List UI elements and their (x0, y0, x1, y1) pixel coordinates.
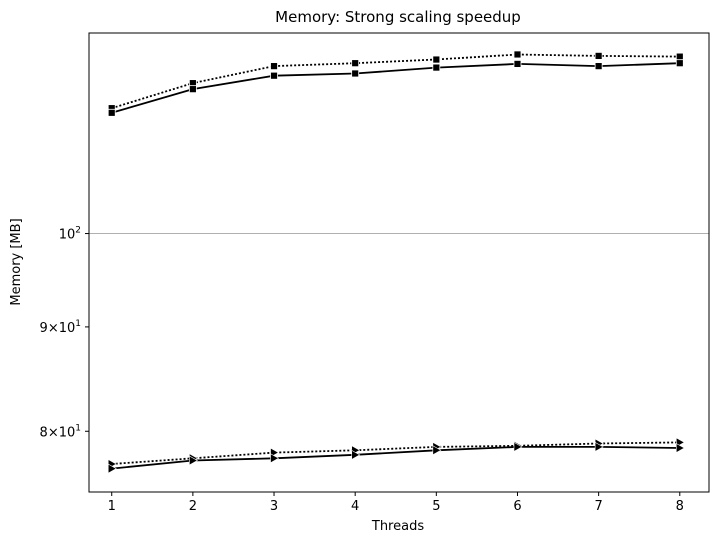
series-line-4 (111, 446, 680, 470)
plot-frame (88, 32, 710, 493)
data-point-triangle (270, 453, 280, 464)
x-axis-label: Threads (371, 519, 424, 534)
data-point-square (351, 69, 360, 78)
data-point-square (675, 52, 684, 61)
data-point-square (107, 108, 116, 117)
data-point-triangle (432, 445, 442, 456)
data-point-square (675, 59, 684, 68)
data-point-square (594, 62, 603, 71)
data-point-square (188, 85, 197, 94)
data-point-square (270, 71, 278, 80)
x-tick-label: 4 (351, 499, 359, 514)
series-line-2 (111, 62, 680, 114)
data-point-triangle (189, 455, 198, 466)
y-tick-label: 9×101 (40, 319, 81, 336)
data-point-square (594, 52, 603, 60)
series-line-3 (111, 441, 680, 465)
data-point-triangle (351, 449, 361, 460)
data-point-square (432, 63, 441, 72)
chart-title: Memory: Strong scaling speedup (275, 8, 521, 26)
x-tick-label: 8 (676, 499, 684, 514)
data-point-triangle (107, 463, 117, 474)
data-point-triangle (513, 441, 523, 452)
y-axis-label: Memory [MB] (9, 218, 24, 305)
axes: 1 2 3 4 5 6 7 8 8×101 9×101 102 (40, 32, 710, 514)
data-point-triangle (594, 441, 604, 452)
x-tick-label: 1 (108, 499, 116, 514)
y-tick-label: 8×101 (40, 423, 81, 440)
x-tick-label: 2 (189, 499, 197, 514)
data-point-square (513, 50, 522, 59)
y-tick-label: 102 (59, 226, 81, 243)
data-point-square (270, 62, 278, 71)
series-group (107, 50, 685, 474)
x-tick-label: 6 (513, 499, 521, 514)
data-point-square (351, 59, 360, 68)
data-point-triangle (675, 443, 685, 454)
x-tick-label: 7 (594, 499, 602, 514)
series-line-1 (111, 53, 680, 110)
data-point-square (432, 55, 441, 64)
x-tick-label: 5 (432, 499, 440, 514)
data-point-square (513, 60, 522, 68)
x-tick-label: 3 (270, 499, 278, 514)
